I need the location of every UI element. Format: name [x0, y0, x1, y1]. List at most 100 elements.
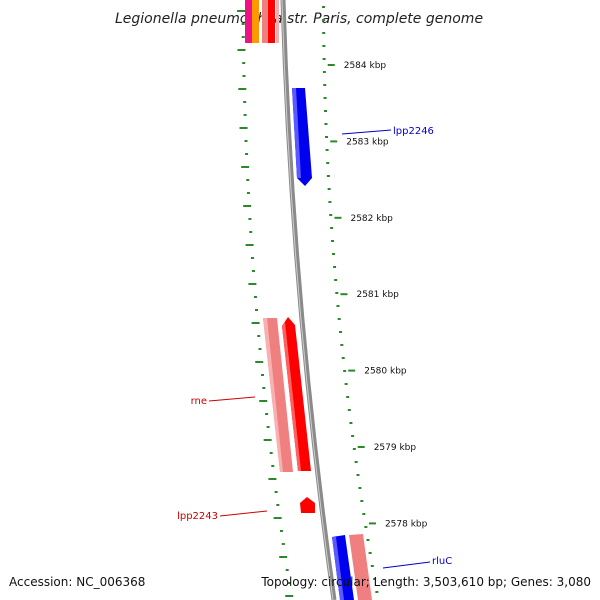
- outer-ring-dash: [338, 331, 342, 333]
- inner-ring-dash: [266, 426, 270, 428]
- outer-ring-dash: [360, 500, 364, 502]
- kbp-label-2582: 2582 kbp: [350, 214, 393, 224]
- outer-ring-dash: [322, 32, 326, 34]
- red-feature: [268, 0, 275, 43]
- outer-ring-dash: [323, 84, 327, 86]
- ruler-tick-ring: [322, 6, 379, 593]
- inner-ring-dash: [245, 244, 254, 246]
- kbp-tick-2579: [357, 446, 365, 448]
- gene-label-rluC[interactable]: rluC: [432, 556, 452, 567]
- outer-ring-dash: [334, 279, 338, 281]
- orange-feature: [252, 0, 259, 43]
- outer-ring-dash: [331, 240, 335, 242]
- topology-text: Topology: circular; Length: 3,503,610 bp…: [260, 575, 591, 589]
- inner-ring-dash: [245, 153, 249, 155]
- outer-ring-dash: [340, 344, 344, 346]
- outer-ring-dash: [368, 552, 372, 554]
- outer-ring-dash: [347, 409, 351, 411]
- kbp-tick-2582: [334, 216, 342, 219]
- outer-ring-dash: [322, 58, 326, 60]
- inner-ring-dash: [243, 101, 247, 103]
- outer-ring-dash: [364, 526, 368, 528]
- inner-ring-dash: [237, 49, 246, 51]
- kbp-tick-2578: [368, 522, 376, 525]
- kbp-tick-2580: [348, 369, 356, 372]
- outer-ring-dash: [323, 97, 327, 99]
- inner-ring-dash: [244, 140, 248, 142]
- outer-ring-dash: [341, 357, 345, 359]
- kbp-tick-2583: [330, 140, 338, 143]
- outer-ring-dash: [324, 123, 328, 125]
- inner-ring-dash: [255, 361, 264, 363]
- outer-ring-dash: [322, 19, 326, 21]
- gene-label-lpp2246[interactable]: lpp2246: [393, 126, 434, 137]
- kbp-tick-2581: [340, 293, 348, 296]
- inner-ring-dash: [258, 348, 262, 350]
- inner-ring-dash: [279, 556, 288, 558]
- inner-ring-dash: [248, 283, 257, 285]
- magenta-feature: [245, 0, 252, 43]
- outer-ring-dash: [335, 292, 339, 294]
- gc-content-ring: [237, 10, 294, 597]
- backbone-highlight: [281, 0, 334, 600]
- inner-ring-dash: [285, 595, 294, 597]
- outer-ring-dash: [356, 474, 360, 476]
- outer-ring-dash: [351, 435, 355, 437]
- outer-ring-dash: [325, 136, 329, 138]
- outer-ring-dash: [366, 539, 370, 541]
- inner-ring-dash: [274, 491, 278, 493]
- kbp-label-2578: 2578 kbp: [385, 519, 428, 529]
- outer-ring-dash: [322, 71, 326, 73]
- gene-lpp2246-arrow[interactable]: [292, 88, 312, 186]
- inner-ring-dash: [265, 413, 269, 415]
- inner-ring-dash: [273, 517, 282, 519]
- outer-ring-dash: [330, 227, 334, 229]
- outer-ring-dash: [325, 149, 329, 151]
- inner-ring-dash: [287, 582, 291, 584]
- inner-ring-dash: [242, 62, 246, 64]
- gene-label-lpp2243[interactable]: lpp2243: [177, 511, 218, 522]
- outer-ring-dash: [323, 110, 327, 112]
- outer-ring-dash: [349, 422, 353, 424]
- outer-ring-dash: [343, 370, 347, 372]
- outer-ring-dash: [358, 487, 362, 489]
- inner-ring-dash: [250, 257, 254, 259]
- outer-ring-dash: [362, 513, 366, 515]
- kbp-label-2584: 2584 kbp: [344, 61, 387, 71]
- outer-ring-dash: [354, 461, 358, 463]
- map-title: Legionella pneumophila str. Paris, compl…: [115, 11, 483, 27]
- inner-ring-dash: [239, 127, 248, 129]
- kbp-labels: 2584 kbp 2583 kbp 2582 kbp 2581 kbp 2580 kbp…: [327, 61, 428, 529]
- gene-rne-arrows[interactable]: [263, 317, 311, 472]
- inner-ring-dash: [241, 36, 245, 38]
- outer-ring-dash: [370, 565, 374, 567]
- inner-ring-dash: [281, 543, 285, 545]
- inner-ring-dash: [238, 88, 247, 90]
- rluC-leader-line: [382, 561, 431, 569]
- inner-ring-dash: [276, 504, 280, 506]
- inner-ring-dash: [241, 166, 250, 168]
- gene-label-rne[interactable]: rne: [191, 396, 207, 407]
- inner-ring-dash: [271, 465, 275, 467]
- inner-ring-dash: [253, 296, 257, 298]
- inner-ring-dash: [261, 374, 265, 376]
- inner-ring-dash: [259, 400, 268, 402]
- outer-ring-dash: [322, 45, 326, 47]
- backbone-arc: [280, 0, 337, 600]
- inner-ring-dash: [269, 452, 273, 454]
- lpp2246-leader-line: [341, 129, 392, 135]
- outer-ring-dash: [333, 266, 337, 268]
- inner-ring-dash: [237, 10, 246, 12]
- inner-ring-dash: [268, 478, 277, 480]
- gene-lpp2243-arrow[interactable]: [300, 497, 315, 513]
- inner-ring-dash: [248, 218, 252, 220]
- gene-rluC-arrows[interactable]: [332, 534, 372, 600]
- outer-ring-dash: [375, 591, 379, 593]
- inner-ring-dash: [243, 205, 252, 207]
- inner-ring-dash: [254, 309, 258, 311]
- inner-ring-dash: [243, 114, 247, 116]
- kbp-label-2581: 2581 kbp: [356, 290, 399, 300]
- inner-ring-dash: [285, 569, 289, 571]
